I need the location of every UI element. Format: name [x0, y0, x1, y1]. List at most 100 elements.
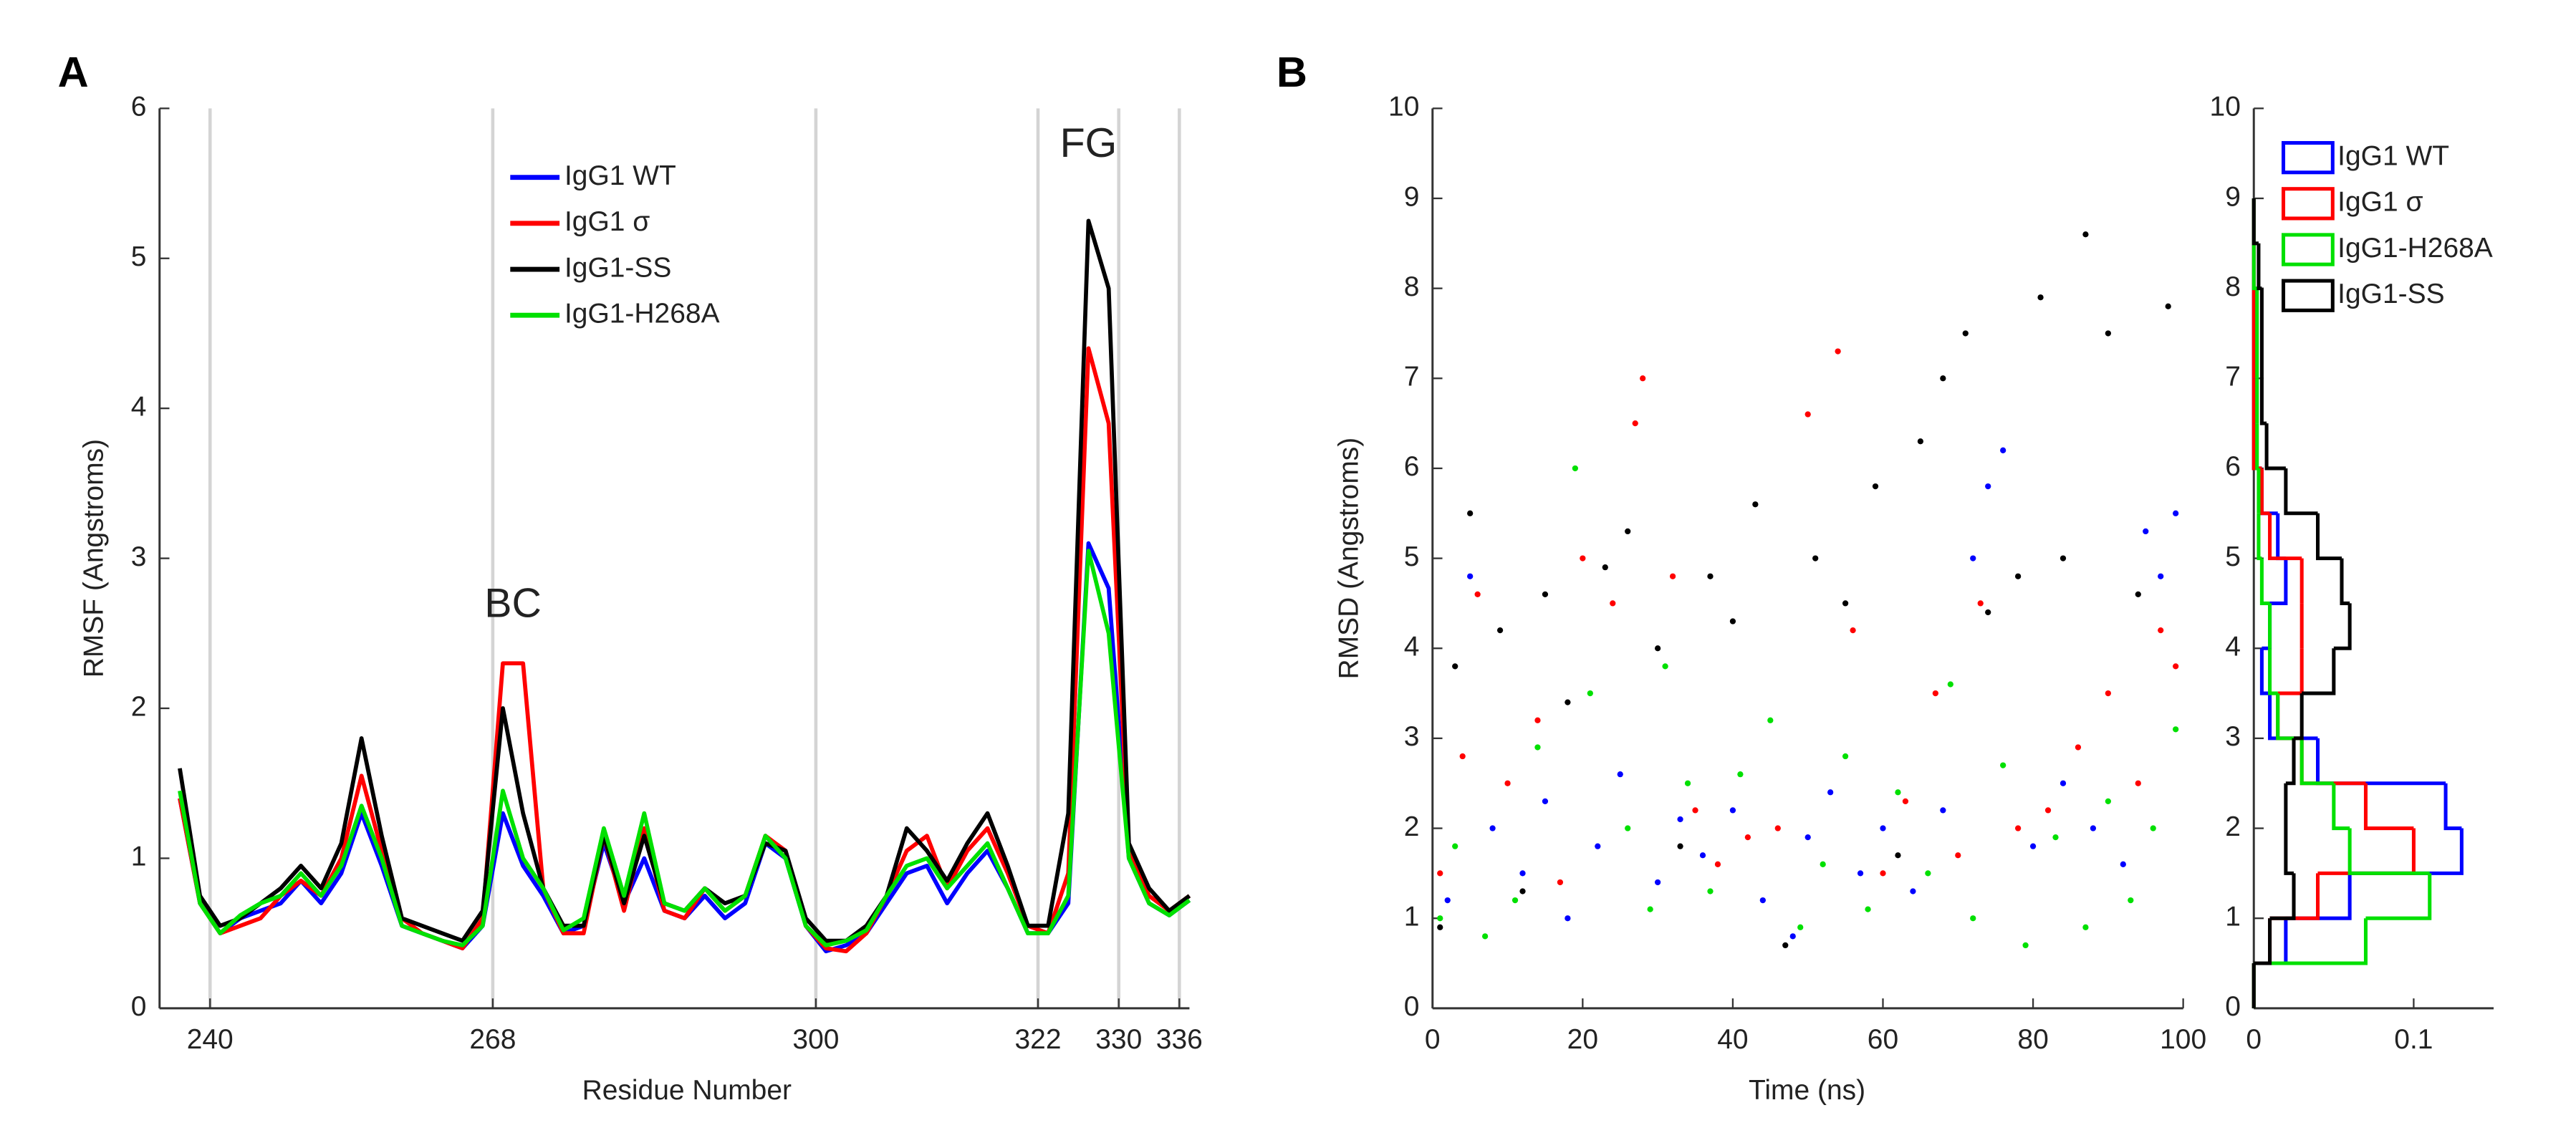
point — [1774, 825, 1781, 831]
point — [1677, 843, 1683, 849]
y-tick-label: 6 — [131, 92, 147, 122]
y-tick-label: 6 — [2225, 451, 2241, 482]
point — [2029, 843, 2037, 849]
point — [1444, 897, 1451, 904]
x-tick-label: 330 — [1095, 1024, 1142, 1055]
point — [1865, 906, 1871, 912]
point — [1595, 843, 1601, 849]
point — [1985, 609, 1991, 616]
y-tick-label: 7 — [1404, 362, 1420, 392]
point — [1565, 915, 1571, 922]
point — [2014, 573, 2022, 579]
point — [1467, 573, 1474, 579]
point — [1842, 753, 1849, 760]
point — [1925, 870, 1931, 877]
legend-swatch — [2281, 233, 2335, 266]
point — [2150, 825, 2156, 831]
point — [1977, 600, 1984, 607]
point — [1910, 888, 1916, 895]
point — [1482, 933, 1489, 940]
point — [2014, 825, 2022, 831]
point — [1955, 852, 1961, 859]
point — [2052, 834, 2059, 841]
y-tick-label: 3 — [131, 541, 147, 572]
hist-step — [2294, 693, 2304, 741]
hist-step — [2257, 243, 2262, 291]
annotation: BC — [484, 581, 542, 627]
point — [1542, 591, 1549, 597]
point — [1504, 780, 1511, 786]
y-tick-label: 0 — [2225, 991, 2241, 1022]
hist-step — [2299, 738, 2334, 786]
legend-label: IgG1-SS — [564, 252, 671, 283]
point — [1632, 420, 1638, 427]
y-tick-label: 0 — [131, 991, 147, 1022]
point — [1655, 645, 1661, 652]
x-axis-label: Residue Number — [582, 1075, 792, 1106]
hist-step — [2254, 918, 2272, 965]
y-tick-label: 3 — [1404, 721, 1420, 752]
legend-label: IgG1 σ — [564, 206, 650, 237]
point — [1580, 555, 1586, 561]
hist-step — [2254, 918, 2272, 965]
hist-step — [2299, 738, 2366, 786]
y-tick-label: 9 — [1404, 181, 1420, 212]
y-tick-label: 4 — [1404, 632, 1420, 662]
point — [1625, 825, 1631, 831]
hist-step — [2259, 468, 2278, 516]
point — [1940, 807, 1946, 814]
hist-step — [2257, 513, 2262, 561]
point — [1970, 915, 1976, 922]
point — [1737, 771, 1744, 778]
point — [1610, 600, 1616, 607]
hist-step — [2268, 513, 2302, 561]
y-tick-label: 2 — [1404, 811, 1420, 842]
legend-swatch — [2281, 187, 2335, 221]
point — [2158, 573, 2164, 579]
y-tick-label: 5 — [131, 241, 147, 272]
hist-step — [2269, 873, 2296, 920]
hist-step — [2255, 423, 2259, 471]
hist-step — [2259, 648, 2270, 695]
hist-step — [2276, 513, 2286, 561]
y-tick-label: 1 — [131, 842, 147, 872]
point — [1895, 852, 1901, 859]
point — [1452, 843, 1458, 849]
hist-step — [2315, 738, 2446, 786]
point — [1557, 879, 1564, 886]
hist-step — [2276, 693, 2302, 741]
x-tick-label: 20 — [1567, 1024, 1598, 1055]
hist-step — [2285, 738, 2296, 786]
x-tick-label: 60 — [1868, 1024, 1898, 1055]
point — [2022, 942, 2029, 949]
point — [2173, 510, 2179, 516]
hist-step — [2347, 828, 2430, 875]
hist-step — [2332, 783, 2350, 831]
hist-step — [2317, 828, 2416, 875]
point — [1835, 348, 1841, 355]
point — [2105, 690, 2111, 697]
point — [2075, 744, 2082, 751]
point — [1744, 834, 1751, 841]
point — [2000, 762, 2007, 768]
point — [2082, 231, 2089, 238]
point — [1452, 663, 1458, 670]
hist-step — [2333, 603, 2352, 650]
point — [1752, 501, 1759, 508]
hist-step — [2340, 558, 2350, 605]
legend-label: IgG1 WT — [2337, 140, 2449, 171]
point — [1677, 816, 1683, 823]
point — [1759, 897, 1766, 904]
point — [2120, 861, 2126, 867]
point — [1902, 798, 1909, 804]
point — [1437, 924, 1443, 930]
point — [2165, 303, 2171, 309]
hist-step — [2302, 648, 2336, 695]
point — [2135, 591, 2141, 597]
point — [2158, 627, 2164, 634]
point — [1820, 861, 1826, 867]
x-tick-label: 240 — [187, 1024, 234, 1055]
y-tick-label: 9 — [2225, 181, 2241, 212]
point — [1519, 888, 1526, 895]
x-tick-label: 268 — [469, 1024, 516, 1055]
